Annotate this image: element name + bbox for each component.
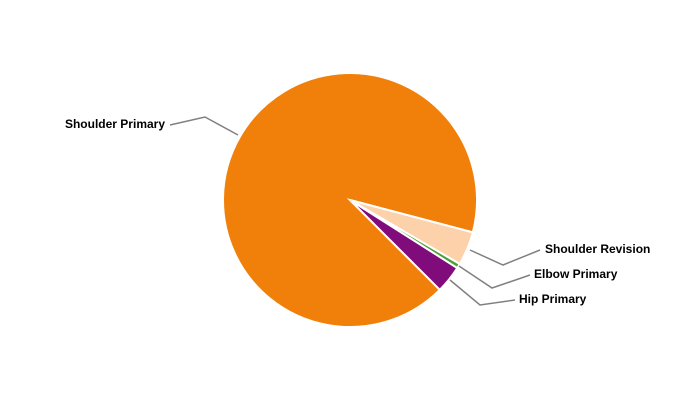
data-label: Elbow Primary — [534, 267, 618, 281]
pie-slice-hip-primary[interactable] — [349, 199, 459, 292]
data-label: Hip Primary — [519, 292, 587, 306]
connector-line — [469, 249, 541, 266]
data-label: Shoulder Primary — [65, 117, 165, 131]
connector-line — [458, 265, 531, 289]
data-label: Shoulder Revision — [545, 242, 650, 256]
connector-line — [449, 279, 516, 306]
connector-line — [169, 116, 239, 136]
